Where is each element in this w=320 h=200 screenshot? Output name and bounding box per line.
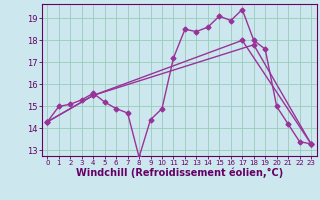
X-axis label: Windchill (Refroidissement éolien,°C): Windchill (Refroidissement éolien,°C)	[76, 168, 283, 178]
